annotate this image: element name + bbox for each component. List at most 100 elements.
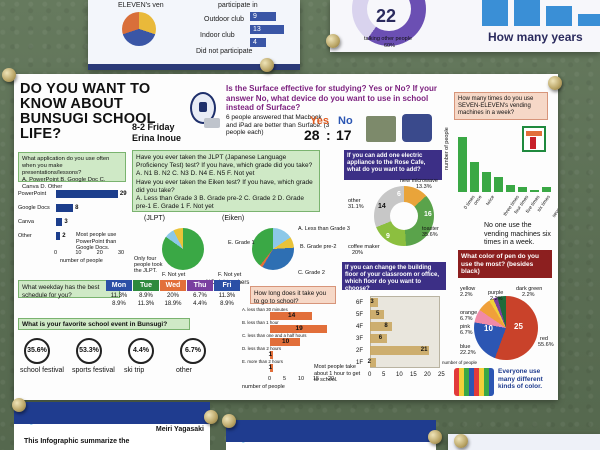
floor-label: 2F	[356, 348, 364, 354]
pen-color-label: yellow	[460, 286, 476, 292]
yes-label: Yes	[310, 115, 329, 127]
commute-tick-label: 10	[298, 376, 305, 382]
apps-bar-value: 2	[62, 233, 66, 239]
pen-color-label: blue	[460, 344, 471, 350]
apps-x-axis-label: number of people	[60, 258, 103, 264]
floor-tick-label: 15	[410, 372, 417, 378]
apps-tick-label: 0	[54, 250, 58, 256]
commute-bar	[270, 312, 312, 320]
floor-bar-value: 6	[378, 335, 383, 341]
commute-bar-chart: A. less than 30 minutes 14 B. less than 1 …	[242, 306, 354, 392]
bar-value: 4	[250, 38, 266, 47]
apps-category-label: PowerPoint	[18, 191, 47, 197]
apps-bar-value: 29	[119, 191, 127, 197]
pushpin-icon	[326, 34, 340, 48]
vending-bar	[518, 187, 527, 192]
eiken-slice-label: C. Grade 2	[298, 270, 325, 276]
commute-tick-label: 5	[283, 376, 287, 382]
seven-eleven-logo	[522, 126, 546, 152]
commute-question: How long does it take you to go to schoo…	[250, 286, 336, 305]
jlpt-pie-chart	[162, 228, 204, 270]
commute-bar	[270, 338, 300, 346]
floor-bar	[370, 346, 429, 355]
event-percent-badge: 4.4%	[128, 338, 154, 364]
poster-title: DO YOU WANT TO KNOW ABOUT BUNSUGI SCHOOL…	[20, 81, 156, 142]
appliance-count: 14	[378, 203, 386, 210]
pen-color-label: red	[540, 336, 548, 342]
ipad-icon	[402, 114, 432, 142]
apps-options: A. PowerPoint B. Google Doc C. Canva D. …	[22, 177, 106, 191]
appliance-percent: 13.3%	[416, 184, 432, 190]
appliance-label: coffee maker	[348, 244, 380, 250]
appliance-percent: 35.6%	[422, 232, 438, 238]
poster-top-left: ELEVEN's ven participate in Outdoor club…	[88, 0, 300, 70]
bar	[514, 0, 540, 26]
bottom-poster-subtitle: This Infographic summarize the	[24, 438, 130, 445]
apps-tick-label: 30	[118, 250, 125, 256]
floor-tick-label: 25	[438, 372, 445, 378]
commute-x-axis-label: number of people	[242, 384, 285, 390]
appliance-count: 9	[386, 233, 390, 240]
vending-bar	[530, 189, 539, 192]
pushpin-icon	[12, 398, 26, 412]
pushpin-icon	[204, 410, 218, 424]
school-event-question: What is your favorite school event in Bu…	[18, 318, 190, 330]
poster-text: ELEVEN's ven	[118, 2, 164, 9]
vending-bar	[458, 137, 467, 192]
floor-tick-label: 5	[382, 372, 386, 378]
surface-note: 6 people answered that Macbook and iPad …	[226, 114, 330, 136]
class-label: 8-2 Friday	[132, 122, 175, 132]
jlpt-chart-label: (JLPT)	[144, 215, 165, 222]
floor-label: 3F	[356, 336, 364, 342]
apps-question: What application do you use often when y…	[18, 152, 126, 190]
vending-bar	[470, 162, 479, 192]
axis-title: How many years	[488, 30, 583, 44]
jlpt-question: Have you ever taken the JLPT (Japanese L…	[136, 154, 313, 169]
appliance-label: other	[348, 198, 361, 204]
bar	[546, 6, 572, 26]
pen-color-percent: 6.7%	[460, 330, 473, 336]
pen-color-count: 10	[484, 324, 493, 333]
surface-tablet-icon	[366, 116, 396, 142]
school-event-row: 35.6% school festival 53.3% sports festival…	[20, 334, 240, 394]
apps-bar-value: 8	[75, 205, 79, 211]
laptop-icon	[204, 118, 220, 128]
pencil-icon	[232, 442, 258, 444]
vending-y-label: number of people	[444, 127, 450, 170]
apps-bar	[56, 232, 61, 240]
eiken-question: Have you ever taken the Eiken test? If y…	[136, 179, 313, 195]
commute-note: Most people take about 1 hour to get to …	[314, 364, 361, 383]
vending-category-label: seven times	[551, 195, 558, 219]
pen-color-label: orange	[460, 310, 478, 316]
floor-y-axis-label: number of people	[442, 360, 478, 365]
event-label: ski trip	[124, 367, 145, 374]
weekday-badge: Mon	[106, 280, 132, 291]
pen-color-label: dark green	[516, 286, 543, 292]
eiken-chart-label: (Eiken)	[222, 215, 245, 222]
pen-color-label: pink	[460, 324, 471, 330]
weekday-stat: 4.4%	[193, 301, 207, 307]
event-label: other	[176, 367, 192, 374]
apps-bar	[56, 218, 63, 226]
floor-label: 5F	[356, 312, 364, 318]
apps-tick-label: 20	[96, 250, 103, 256]
floor-bar-value: 2	[367, 359, 371, 365]
apps-category-label: Google Docs	[18, 205, 50, 211]
pushpin-icon	[222, 414, 236, 428]
no-label: No	[338, 115, 353, 127]
vending-bar	[494, 177, 503, 192]
event-label: school festival	[20, 367, 64, 374]
apps-category-label: Canva	[18, 219, 34, 225]
floor-bar	[370, 358, 376, 367]
commute-bar	[270, 351, 273, 359]
commute-tick-label: 0	[268, 376, 272, 382]
pen-color-question: What color of pen do you use the most? (…	[458, 250, 552, 278]
bar-value: 9	[250, 12, 276, 21]
commute-bar-value: 10	[282, 338, 290, 345]
jlpt-note: Only four people took the JLPT.	[134, 256, 163, 274]
main-infographic-poster: DO YOU WANT TO KNOW ABOUT BUNSUGI SCHOOL…	[14, 74, 558, 400]
bar-value: 13	[250, 25, 284, 34]
floor-bar	[370, 322, 393, 331]
bar	[578, 14, 600, 26]
pie-icon	[122, 12, 156, 46]
